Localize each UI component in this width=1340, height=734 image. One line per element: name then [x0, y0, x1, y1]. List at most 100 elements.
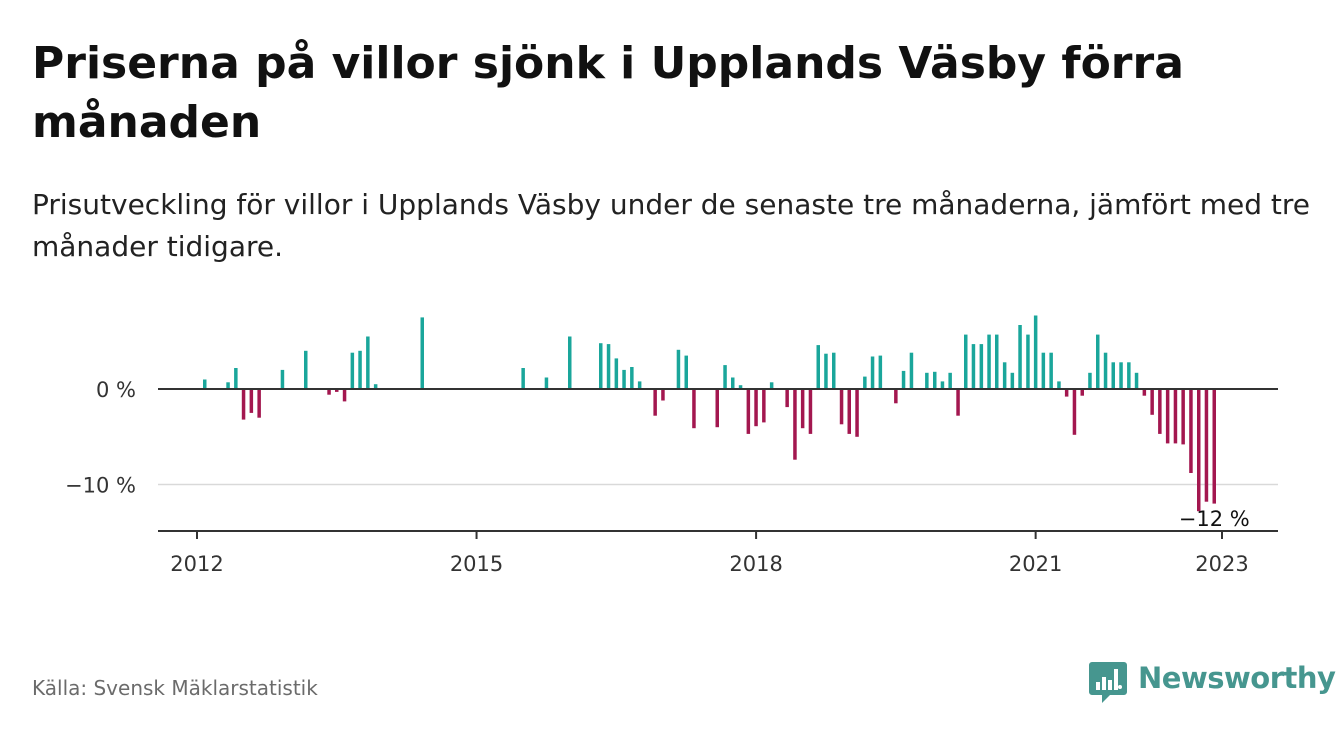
bar: [1150, 389, 1154, 415]
bar: [1127, 362, 1131, 389]
bar: [327, 389, 331, 395]
bar: [839, 389, 844, 425]
bar: [769, 382, 774, 389]
bar: [909, 352, 914, 389]
bar: [948, 372, 952, 389]
bar: [1010, 372, 1015, 389]
bar: [793, 389, 797, 460]
bar: [995, 334, 999, 389]
bar: [816, 345, 820, 389]
bar-chart: 0 % −10 % 2012 2015 2018 2021 2023 −12 %: [65, 315, 1278, 576]
bar: [956, 389, 960, 416]
bar: [521, 368, 525, 389]
bar: [762, 389, 766, 423]
bar: [738, 385, 743, 389]
bar: [420, 317, 424, 389]
bar: [824, 353, 828, 389]
bar: [234, 368, 238, 389]
bar: [684, 355, 688, 389]
bar: [1080, 389, 1084, 396]
bar: [1103, 352, 1108, 389]
bar: [241, 389, 246, 420]
bar: [832, 352, 836, 389]
bar: [979, 344, 984, 389]
brand-name: Newsworthy: [1138, 661, 1336, 695]
bar: [1173, 389, 1178, 444]
bar: [847, 389, 851, 434]
bar: [544, 377, 549, 389]
bar: [257, 389, 261, 418]
bar: [1041, 352, 1046, 389]
bar: [1018, 325, 1022, 389]
y-tick-label: −10 %: [65, 474, 136, 498]
bar: [1165, 389, 1170, 444]
bar: [1026, 334, 1030, 389]
bar: [987, 334, 991, 389]
bar: [568, 336, 572, 389]
bar: [894, 389, 898, 404]
x-tick-label: 2023: [1195, 552, 1248, 576]
bar: [1204, 389, 1209, 502]
bar: [692, 389, 696, 429]
bar: [1158, 389, 1162, 434]
bar: [940, 381, 945, 389]
bar: [933, 371, 937, 389]
bar: [1197, 389, 1201, 512]
bar: [335, 389, 339, 392]
bar: [661, 389, 665, 401]
bar: [203, 379, 207, 390]
bar: [1134, 372, 1139, 389]
axes: [158, 388, 1278, 539]
bar: [870, 356, 875, 389]
bar: [855, 389, 859, 437]
bar: [342, 389, 347, 402]
bar: [614, 358, 619, 389]
tick-labels: 0 % −10 % 2012 2015 2018 2021 2023 −12 %: [65, 378, 1250, 576]
bar: [1111, 362, 1115, 389]
bar: [925, 372, 929, 389]
bar: [964, 334, 968, 389]
bar: [1096, 334, 1100, 389]
bar: [1072, 389, 1077, 435]
x-tick-label: 2018: [729, 552, 782, 576]
bar: [653, 389, 657, 416]
bar: [280, 369, 285, 389]
bar: [971, 344, 976, 389]
bar: [637, 381, 642, 389]
bar: [1088, 372, 1092, 389]
bar: [373, 384, 378, 389]
bar: [1057, 381, 1061, 389]
bar: [350, 352, 355, 389]
bar: [599, 343, 603, 389]
chart-subtitle: Prisutveckling för villor i Upplands Väs…: [32, 188, 1311, 263]
bar: [226, 382, 230, 389]
bar: [785, 389, 789, 408]
bar: [1142, 389, 1147, 396]
bar: [606, 344, 611, 389]
bar: [676, 349, 681, 389]
bar: [1002, 362, 1007, 389]
bar: [878, 355, 883, 389]
bar: [731, 377, 735, 389]
bar: [1212, 389, 1216, 504]
bar: [358, 350, 362, 389]
source-credit: Källa: Svensk Mäklarstatistik: [32, 676, 318, 700]
bar: [901, 370, 906, 389]
bar: [1064, 389, 1069, 397]
latest-value-annotation: −12 %: [1179, 507, 1250, 531]
bar: [622, 369, 626, 389]
bar: [723, 365, 727, 389]
bar: [863, 376, 867, 389]
bar: [1189, 389, 1193, 473]
bar: [1119, 362, 1123, 389]
bar: [746, 389, 751, 434]
bar-series: [203, 315, 1216, 512]
bar: [1049, 352, 1053, 389]
bar: [249, 389, 254, 413]
bar: [304, 350, 308, 389]
x-tick-label: 2015: [450, 552, 503, 576]
bar: [754, 389, 758, 427]
bar: [1181, 389, 1185, 445]
bar: [366, 336, 370, 389]
bar: [800, 389, 805, 429]
